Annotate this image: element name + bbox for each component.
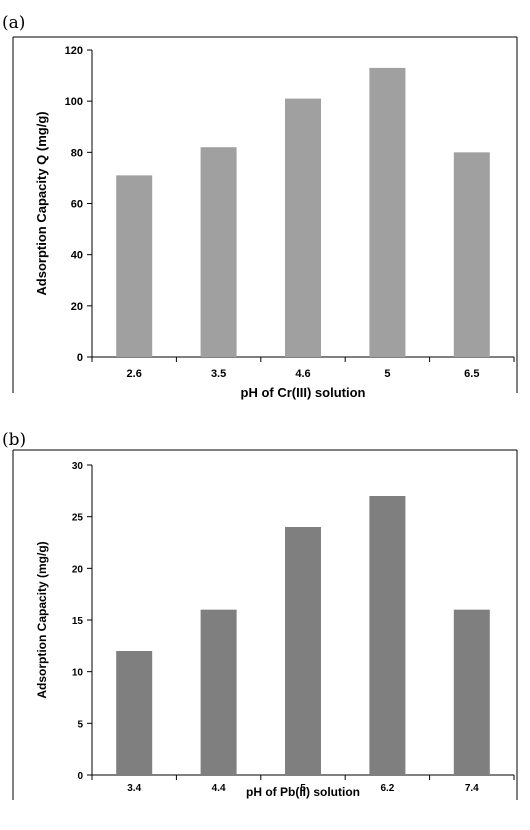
bar-b-3_4: [116, 651, 153, 775]
x-tick-label-b: 5: [300, 783, 306, 794]
y-tick-label-b: 30: [72, 461, 84, 472]
y-tick-label-a: 60: [71, 199, 83, 211]
x-axis-label-a: pH of Cr(III) solution: [241, 385, 366, 400]
y-tick-label-b: 10: [72, 668, 84, 679]
bar-a-2_6: [116, 175, 153, 357]
panel-label-a: (a): [2, 13, 26, 33]
bar-b-7_4: [453, 609, 490, 775]
x-tick-label-a: 2.6: [127, 368, 142, 380]
bar-b-5: [285, 527, 321, 775]
y-tick-label-a: 20: [71, 301, 83, 313]
y-axis-label-a: Adsorption Capacity Q (mg/g): [34, 111, 49, 295]
x-tick-label-a: 3.5: [211, 368, 226, 380]
bar-a-3_5: [200, 147, 237, 357]
x-tick-label-a: 5: [384, 368, 390, 380]
y-tick-label-a: 80: [71, 147, 83, 159]
bar-b-6_2: [369, 496, 406, 775]
y-tick-label-a: 40: [71, 250, 83, 262]
x-tick-label-b: 6.2: [380, 783, 394, 794]
y-tick-label-b: 20: [72, 564, 84, 575]
bar-a-5: [369, 67, 406, 358]
y-tick-label-a: 120: [65, 45, 83, 57]
y-tick-label-b: 25: [72, 513, 84, 524]
x-tick-label-b: 7.4: [465, 783, 479, 794]
x-tick-label-b: 3.4: [127, 783, 141, 794]
bar-b-4_4: [200, 609, 237, 775]
x-tick-label-b: 4.4: [212, 783, 226, 794]
bar-a-4_6: [285, 98, 321, 357]
y-tick-label-b: 15: [72, 616, 84, 627]
y-tick-label-b: 5: [77, 719, 83, 730]
x-tick-label-a: 6.5: [464, 368, 479, 380]
x-axis-label-b: pH of Pb(II) solution: [246, 785, 360, 799]
x-tick-label-a: 4.6: [295, 368, 310, 380]
y-axis-label-b: Adsorption Capacity (mg/g): [35, 541, 49, 698]
y-tick-label-b: 0: [77, 771, 83, 782]
chart-a-group: 0 20 40 60 80 100 120 2.6 3.5 4.6 5 6.5 pH of Cr(III…: [12, 36, 518, 400]
y-tick-label-a: 0: [77, 352, 83, 364]
y-tick-label-a: 100: [65, 96, 83, 108]
chart-b-group: 0 5 10 15 20 25 30 3.4 4.4 5 6.2 7.4 pH of Pb(II) so…: [12, 449, 518, 800]
panel-label-b: (b): [2, 430, 27, 450]
bar-a-6_5: [453, 152, 490, 357]
